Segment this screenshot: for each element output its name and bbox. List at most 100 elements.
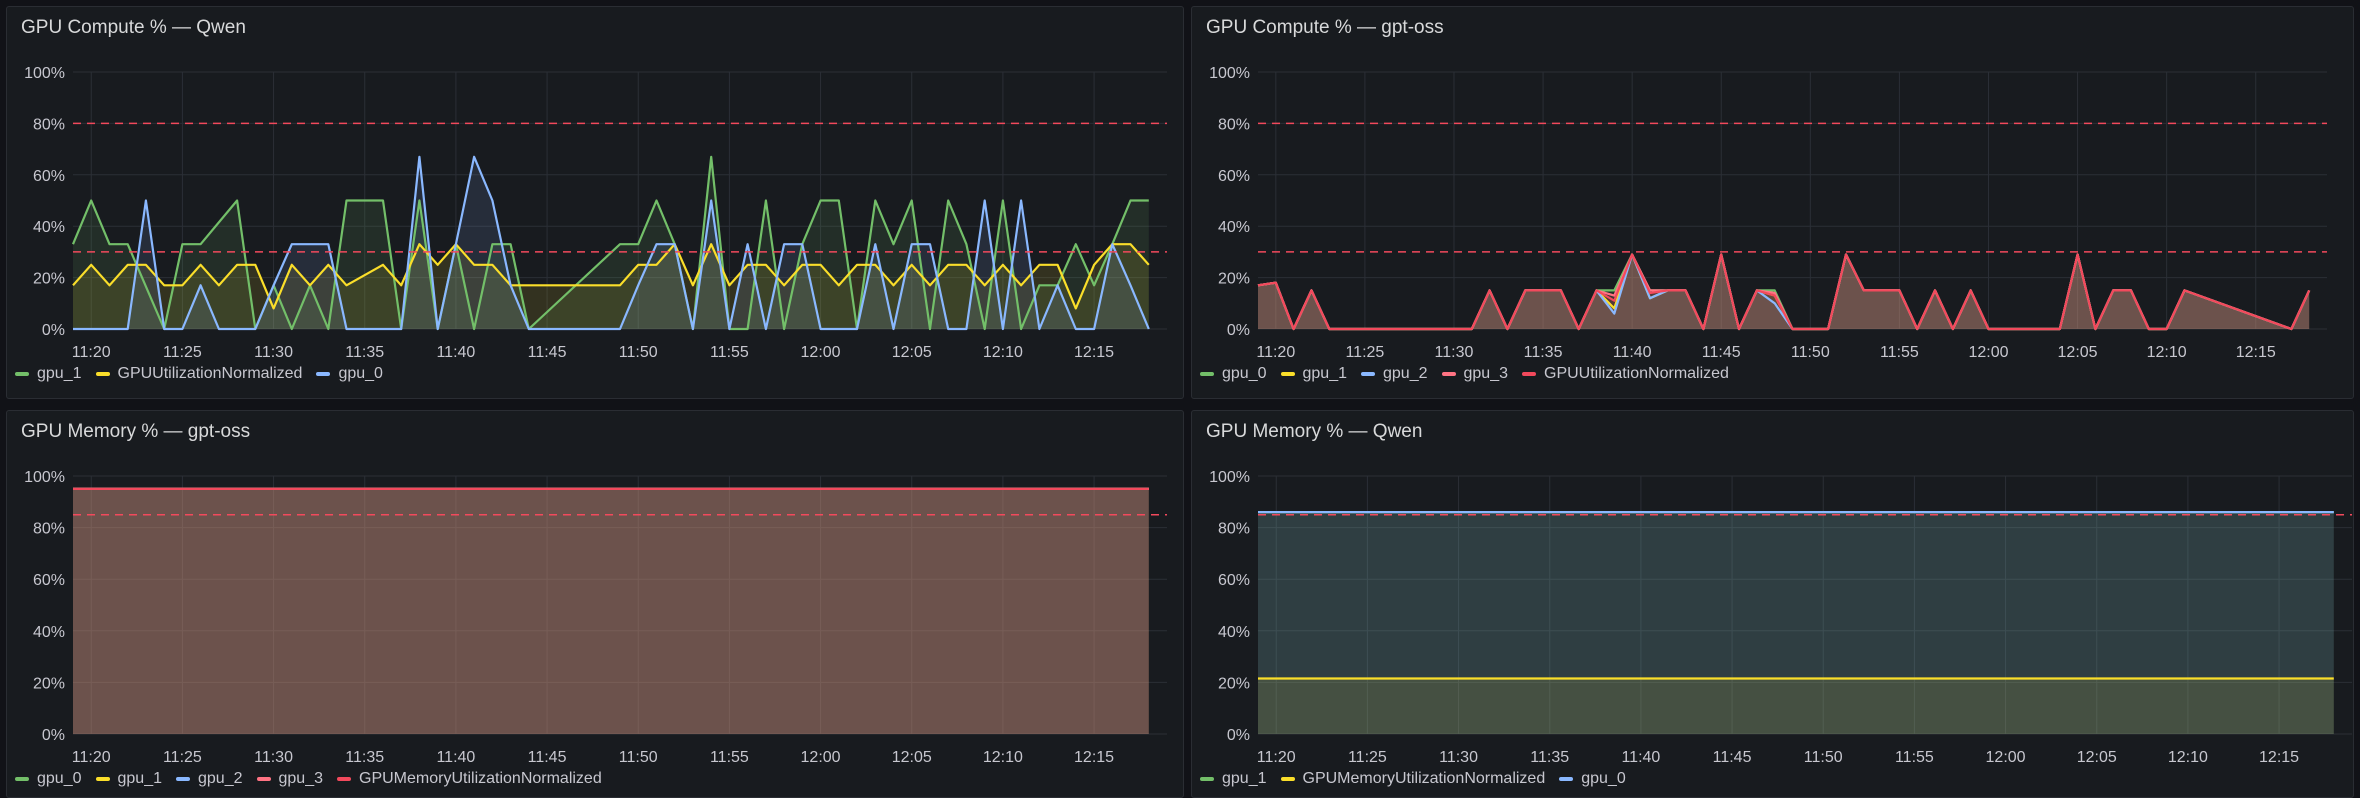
x-tick-label: 12:05 bbox=[892, 749, 932, 766]
x-tick-label: 12:05 bbox=[892, 344, 932, 361]
legend-label: gpu_1 bbox=[1302, 365, 1348, 382]
x-tick-label: 11:40 bbox=[436, 344, 475, 361]
x-tick-label: 11:30 bbox=[254, 749, 293, 766]
y-tick-label: 60% bbox=[33, 168, 65, 185]
legend-item-gpu_2[interactable]: gpu_2 bbox=[1361, 365, 1428, 383]
y-tick-label: 100% bbox=[24, 65, 65, 82]
legend-item-GPUMemoryUtilizationNormalized[interactable]: GPUMemoryUtilizationNormalized bbox=[337, 770, 602, 788]
y-tick-label: 80% bbox=[1218, 521, 1250, 538]
legend-item-gpu_1[interactable]: gpu_1 bbox=[15, 365, 82, 383]
x-tick-label: 11:35 bbox=[345, 749, 384, 766]
series-line-GPUUtilizationNormalized[interactable] bbox=[72, 243, 1150, 310]
y-tick-label: 0% bbox=[1227, 727, 1250, 744]
legend-item-gpu_1[interactable]: gpu_1 bbox=[1280, 365, 1348, 383]
y-tick-label: 0% bbox=[42, 322, 65, 339]
legend-label: gpu_0 bbox=[338, 365, 383, 382]
x-tick-label: 12:10 bbox=[2168, 749, 2208, 766]
panel-gptoss-compute[interactable]: GPU Compute % — gpt-oss 0% 20% 40% 60% 80% 10… bbox=[1191, 6, 2354, 399]
legend-item-gpu_0[interactable]: gpu_0 bbox=[316, 365, 383, 383]
legend-swatch bbox=[337, 777, 351, 781]
legend-label: GPUMemoryUtilizationNormalized bbox=[1302, 770, 1546, 787]
legend-item-gpu_0[interactable]: gpu_0 bbox=[1559, 770, 1626, 788]
legend-item-GPUUtilizationNormalized[interactable]: GPUUtilizationNormalized bbox=[95, 365, 303, 383]
legend-swatch bbox=[1522, 372, 1536, 376]
legend-item-gpu_3[interactable]: gpu_3 bbox=[1441, 365, 1508, 383]
legend-label: GPUUtilizationNormalized bbox=[117, 365, 303, 382]
legend-swatch bbox=[1280, 777, 1295, 781]
panel-title: GPU Compute % — gpt-oss bbox=[1206, 17, 1444, 38]
series-line-gpu_0[interactable] bbox=[73, 155, 1150, 331]
legend-item-GPUMemoryUtilizationNormalized[interactable]: GPUMemoryUtilizationNormalized bbox=[1280, 770, 1546, 788]
x-tick-label: 12:00 bbox=[801, 344, 841, 361]
x-tick-label: 11:55 bbox=[1895, 749, 1934, 766]
legend-swatch bbox=[176, 777, 190, 781]
series-area-gpu_2 bbox=[1258, 254, 2310, 329]
x-tick-label: 11:30 bbox=[1435, 344, 1474, 361]
y-tick-label: 60% bbox=[33, 572, 65, 589]
legend-label: gpu_0 bbox=[37, 770, 82, 787]
x-tick-label: 11:20 bbox=[1257, 749, 1296, 766]
series-line-gpu_2[interactable] bbox=[1257, 253, 2311, 331]
legend-label: GPUMemoryUtilizationNormalized bbox=[359, 770, 602, 787]
chart-gptoss-memory: 0% 20% 40% 60% 80% 100% 11:20 11:25 11:30 11:35 11… bbox=[24, 469, 1167, 766]
x-tick-label: 12:10 bbox=[2147, 344, 2187, 361]
legend-item-gpu_3[interactable]: gpu_3 bbox=[256, 770, 324, 788]
x-tick-label: 11:20 bbox=[72, 344, 111, 361]
legend-item-gpu_0[interactable]: gpu_0 bbox=[1200, 365, 1267, 383]
y-tick-label: 40% bbox=[33, 219, 65, 236]
y-tick-label: 100% bbox=[24, 469, 65, 486]
y-tick-label: 40% bbox=[1218, 624, 1250, 641]
y-tick-label: 80% bbox=[33, 116, 65, 133]
x-tick-label: 11:45 bbox=[528, 344, 567, 361]
panel-qwen-memory[interactable]: GPU Memory % — Qwen 0% 20% 40% 60% 80% 100% 11… bbox=[1191, 410, 2354, 798]
x-tick-label: 11:25 bbox=[1345, 344, 1384, 361]
x-tick-label: 12:15 bbox=[1074, 344, 1114, 361]
x-tick-label: 12:15 bbox=[2236, 344, 2276, 361]
series-area-gpu_0 bbox=[1258, 254, 2310, 329]
legend-swatch bbox=[95, 777, 110, 781]
legend: gpu_0 gpu_1 gpu_2 gpu_3 GPUUtilizationNormal… bbox=[1200, 365, 1729, 383]
x-tick-label: 11:50 bbox=[619, 344, 658, 361]
series-area-GPUUtilizationNormalized bbox=[1258, 254, 2310, 329]
x-tick-label: 12:10 bbox=[983, 749, 1023, 766]
legend-swatch bbox=[1200, 777, 1214, 781]
legend-item-GPUUtilizationNormalized[interactable]: GPUUtilizationNormalized bbox=[1522, 365, 1729, 383]
x-tick-label: 11:50 bbox=[1804, 749, 1843, 766]
legend-label: gpu_2 bbox=[198, 770, 243, 787]
legend-swatch bbox=[1441, 372, 1456, 376]
x-tick-label: 11:55 bbox=[1880, 344, 1919, 361]
legend-swatch bbox=[1200, 372, 1214, 376]
y-tick-label: 40% bbox=[1218, 219, 1250, 236]
x-tick-label: 11:40 bbox=[436, 749, 475, 766]
x-tick-label: 11:55 bbox=[710, 344, 749, 361]
x-tick-label: 11:25 bbox=[163, 344, 202, 361]
legend-item-gpu_2[interactable]: gpu_2 bbox=[176, 770, 243, 788]
legend-item-gpu_1[interactable]: gpu_1 bbox=[1200, 770, 1267, 788]
legend-label: gpu_1 bbox=[37, 365, 82, 382]
x-tick-label: 11:25 bbox=[1348, 749, 1387, 766]
legend-item-gpu_1[interactable]: gpu_1 bbox=[95, 770, 162, 788]
x-tick-label: 12:05 bbox=[2058, 344, 2098, 361]
panel-qwen-compute[interactable]: GPU Compute % — Qwen 0% 20% 40% 60% 80% 100% 1… bbox=[6, 6, 1184, 399]
series-line-GPUUtilizationNormalized[interactable] bbox=[1257, 253, 2311, 331]
x-tick-label: 11:45 bbox=[1702, 344, 1741, 361]
panel-title: GPU Memory % — Qwen bbox=[1206, 421, 1423, 442]
legend-swatch bbox=[256, 777, 271, 781]
x-tick-label: 11:30 bbox=[1439, 749, 1478, 766]
legend-swatch bbox=[15, 777, 29, 781]
legend-item-gpu_0[interactable]: gpu_0 bbox=[15, 770, 82, 788]
series-area-gpu_0 bbox=[1258, 512, 2334, 734]
legend-label: gpu_0 bbox=[1581, 770, 1626, 787]
chart-gptoss-compute: 0% 20% 40% 60% 80% 100% 11:20 11:25 11:30 11:35 11… bbox=[1209, 65, 2327, 361]
y-tick-label: 100% bbox=[1209, 469, 1250, 486]
x-tick-label: 11:45 bbox=[1713, 749, 1752, 766]
legend-swatch bbox=[95, 372, 110, 376]
x-tick-label: 12:15 bbox=[2259, 749, 2299, 766]
series-area-gpu_1 bbox=[73, 488, 1149, 734]
legend-swatch bbox=[316, 372, 331, 376]
x-tick-label: 11:50 bbox=[1791, 344, 1830, 361]
x-tick-label: 11:20 bbox=[1256, 344, 1295, 361]
legend-label: gpu_3 bbox=[278, 770, 324, 787]
panel-gptoss-memory[interactable]: GPU Memory % — gpt-oss 0% 20% 40% 60% 80% 100… bbox=[6, 410, 1184, 798]
y-tick-label: 40% bbox=[33, 624, 65, 641]
